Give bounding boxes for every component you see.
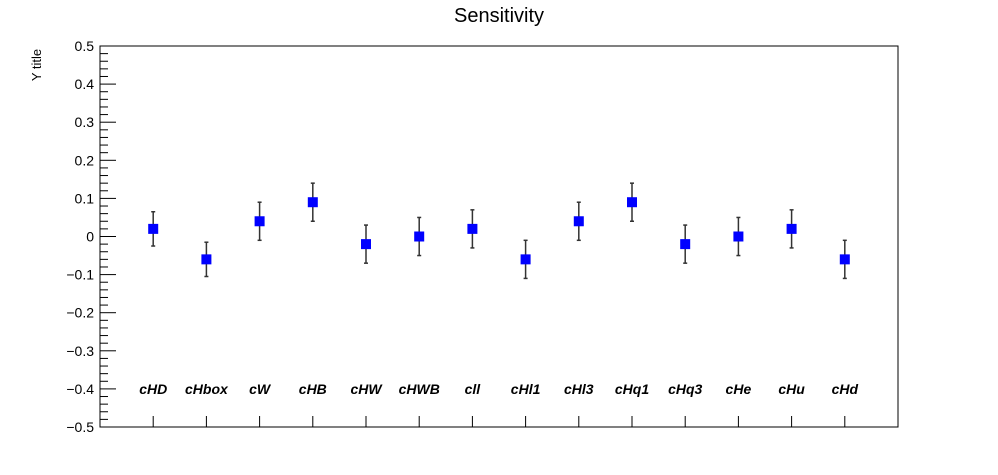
category-label: cHq3 bbox=[668, 381, 702, 397]
data-point-cHq3 bbox=[680, 239, 691, 250]
y-tick-label: 0.4 bbox=[75, 76, 95, 92]
y-tick-label: 0.3 bbox=[75, 114, 95, 130]
category-label: cHD bbox=[139, 381, 167, 397]
y-tick-label: −0.4 bbox=[66, 381, 94, 397]
data-point-cW bbox=[254, 216, 265, 227]
data-point-cll bbox=[467, 223, 478, 234]
data-point-cHu bbox=[786, 223, 797, 234]
data-point-cHWB bbox=[414, 231, 425, 242]
y-axis-title: Y title bbox=[29, 49, 44, 81]
category-label: cHl3 bbox=[564, 381, 594, 397]
y-tick-label: −0.5 bbox=[66, 419, 94, 435]
data-point-cHB bbox=[307, 197, 318, 208]
data-point-cHW bbox=[361, 239, 371, 250]
category-label: cHu bbox=[778, 381, 805, 397]
category-label: cHd bbox=[832, 381, 859, 397]
chart-title: Sensitivity bbox=[454, 5, 544, 27]
y-tick-label: −0.1 bbox=[66, 267, 94, 283]
data-point-cHbox bbox=[201, 254, 212, 265]
data-point-cHq1 bbox=[627, 197, 637, 208]
data-point-cHe bbox=[733, 231, 744, 242]
category-label: cHl1 bbox=[511, 381, 541, 397]
y-tick-label: −0.3 bbox=[66, 343, 94, 359]
category-label: cHbox bbox=[185, 381, 229, 397]
plot-frame bbox=[99, 45, 899, 428]
y-axis-ticks bbox=[100, 45, 116, 428]
y-tick-label: 0.5 bbox=[75, 38, 95, 54]
data-point-cHl1 bbox=[520, 254, 531, 265]
category-label: cll bbox=[465, 381, 482, 397]
data-point-cHl3 bbox=[573, 216, 584, 227]
y-tick-label: 0 bbox=[86, 229, 94, 245]
y-axis-tick-labels: −0.5 −0.4 −0.3 −0.2 −0.1 0 0.1 0.2 0.3 0.4 0.5 bbox=[66, 38, 94, 435]
x-axis-ticks bbox=[152, 416, 846, 427]
category-label: cHB bbox=[299, 381, 327, 397]
data-point-cHd bbox=[839, 254, 850, 265]
data-point-cHD bbox=[148, 223, 159, 234]
y-tick-label: −0.2 bbox=[66, 305, 94, 321]
category-labels: cHD cHbox cW cHB cHW cHWB cll cHl1 cHl3 cHq1 cHq3 c… bbox=[139, 381, 858, 397]
y-tick-label: 0.1 bbox=[75, 190, 95, 206]
data-markers bbox=[148, 197, 850, 265]
y-tick-label: 0.2 bbox=[75, 152, 95, 168]
category-label: cHWB bbox=[399, 381, 440, 397]
category-label: cHe bbox=[726, 381, 752, 397]
category-label: cW bbox=[249, 381, 272, 397]
category-label: cHW bbox=[350, 381, 383, 397]
error-bars bbox=[151, 182, 847, 280]
category-label: cHq1 bbox=[615, 381, 649, 397]
